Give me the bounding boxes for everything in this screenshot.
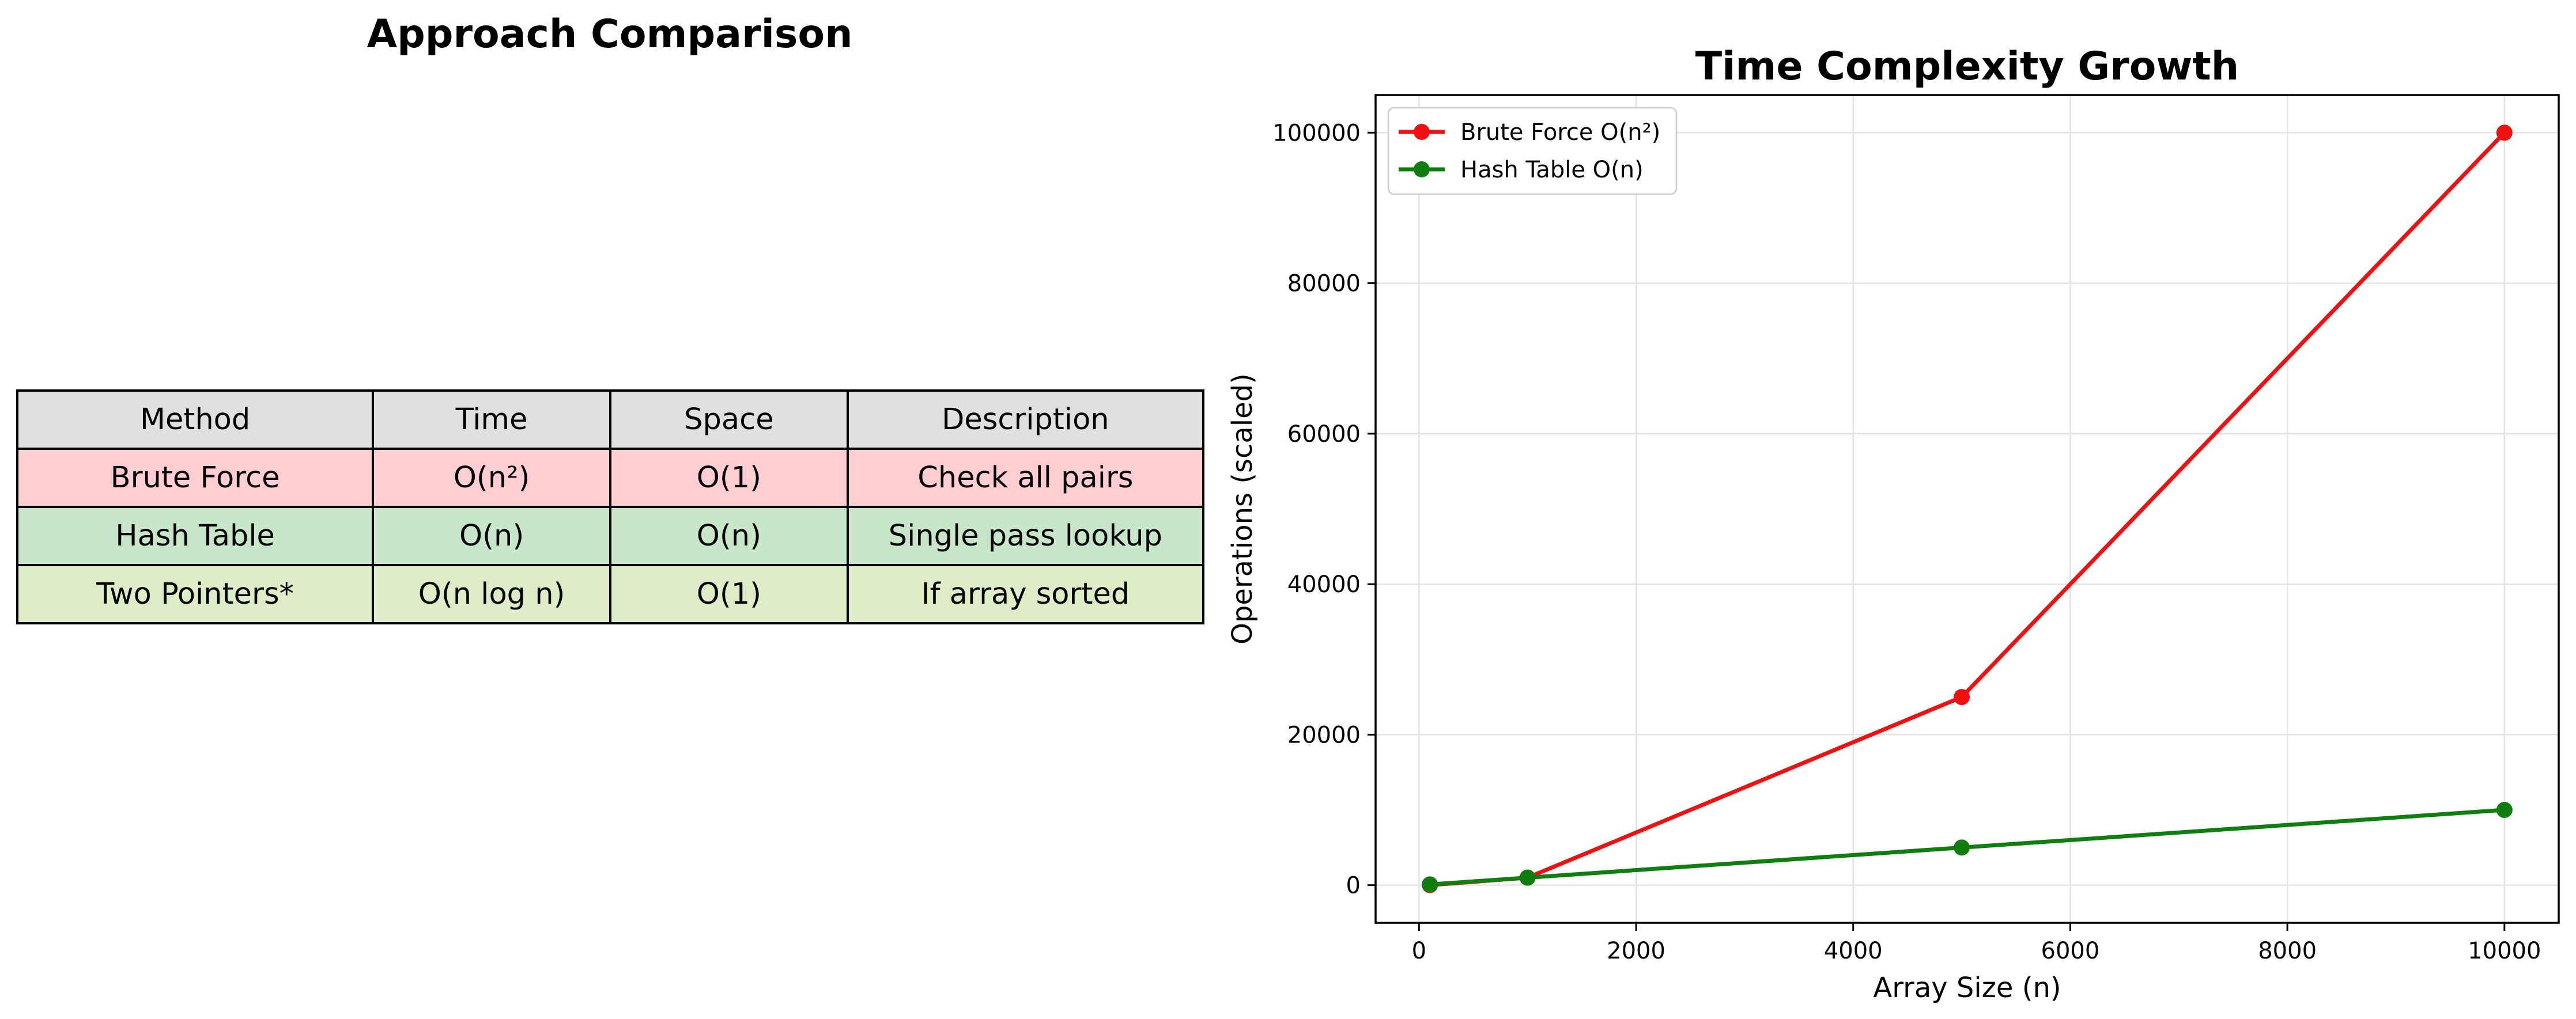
cell-time: O(n) — [372, 506, 611, 566]
legend-entry-label: Hash Table O(n) — [1460, 157, 1644, 183]
table-row: Hash Table O(n) O(n) Single pass lookup — [16, 506, 1205, 566]
y-tick-label: 20000 — [1287, 722, 1361, 748]
series-layer — [1422, 124, 2513, 893]
y-tick-label: 0 — [1346, 873, 1361, 899]
comparison-table: Method Time Space Description Brute Forc… — [16, 389, 1205, 624]
cell-space: O(1) — [609, 564, 849, 624]
y-axis-label: Operations (scaled) — [1226, 373, 1259, 645]
legend-swatch-marker — [1414, 161, 1430, 177]
cell-description: If array sorted — [846, 564, 1205, 624]
table-title: Approach Comparison — [367, 12, 853, 57]
grid-lines — [1376, 95, 2559, 923]
y-tick-label: 40000 — [1287, 571, 1361, 598]
cell-description: Single pass lookup — [846, 506, 1205, 566]
data-point — [1954, 839, 1970, 856]
x-tick-label: 6000 — [2041, 938, 2100, 964]
data-point — [1954, 689, 1970, 706]
cell-time: O(n²) — [372, 448, 611, 508]
chart-title: Time Complexity Growth — [1695, 44, 2239, 89]
cell-time: O(n log n) — [372, 564, 611, 624]
cell-method: Hash Table — [16, 506, 375, 566]
x-tick-label: 2000 — [1607, 938, 1665, 964]
header-description: Description — [846, 389, 1205, 450]
cell-description: Check all pairs — [846, 448, 1205, 508]
x-tick-label: 8000 — [2258, 938, 2317, 964]
legend: Brute Force O(n²) Hash Table O(n) — [1387, 107, 1678, 195]
table-row: Two Pointers* O(n log n) O(1) If array s… — [16, 564, 1205, 624]
series-line — [1429, 808, 2505, 887]
legend-entry-label: Brute Force O(n²) — [1460, 119, 1660, 146]
table-row: Brute Force O(n²) O(1) Check all pairs — [16, 448, 1205, 508]
y-tick-label: 80000 — [1287, 271, 1361, 297]
header-space: Space — [609, 389, 849, 450]
y-tick-label: 60000 — [1287, 421, 1361, 448]
legend-box — [1387, 107, 1678, 195]
x-axis-label: Array Size (n) — [1873, 972, 2061, 1004]
axis-ticks: 0 2000 4000 6000 8000 10000020000400006000080… — [1272, 120, 2541, 964]
x-tick-label: 10000 — [2468, 938, 2541, 964]
x-tick-label: 0 — [1412, 938, 1426, 964]
cell-method: Brute Force — [16, 448, 375, 508]
table-header-row: Method Time Space Description — [16, 389, 1205, 450]
data-point — [2496, 802, 2513, 819]
header-time: Time — [372, 389, 611, 450]
cell-method: Two Pointers* — [16, 564, 375, 624]
legend-swatch-marker — [1414, 124, 1430, 140]
axes-frame — [1374, 94, 2560, 924]
cell-space: O(n) — [609, 506, 849, 566]
data-point — [1422, 876, 1438, 893]
series-line — [1429, 131, 2506, 888]
header-method: Method — [16, 389, 375, 450]
cell-space: O(1) — [609, 448, 849, 508]
x-tick-label: 4000 — [1824, 938, 1883, 964]
data-point — [2496, 124, 2513, 141]
y-tick-label: 100000 — [1272, 120, 1361, 146]
data-point — [1519, 869, 1536, 886]
